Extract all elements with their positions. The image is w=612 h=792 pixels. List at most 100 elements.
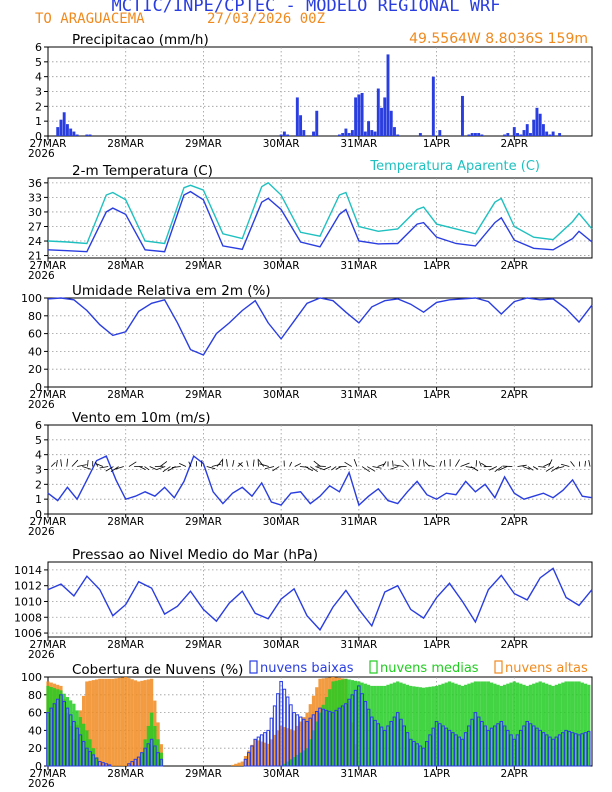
wind-xtick-label: 2APR xyxy=(501,516,529,528)
wind-ytick-label: 2 xyxy=(35,478,42,491)
cloud-bar-orange xyxy=(269,739,274,766)
cloud-bar-blue xyxy=(85,747,89,767)
cloud-bar-green xyxy=(308,739,312,766)
temp-xtick-label: 29MAR xyxy=(185,260,222,272)
precip-bar xyxy=(522,130,526,136)
cloud-bar-blue xyxy=(509,734,513,767)
precip-bar xyxy=(312,131,315,136)
cloud-bar-blue xyxy=(431,727,436,767)
cloud-legend-swatch xyxy=(249,660,258,674)
wind-vector xyxy=(99,466,109,469)
cloud-bar-green xyxy=(558,683,562,766)
wind-vector xyxy=(481,462,487,467)
temp-legend-apparent: Temperatura Aparente (C) xyxy=(369,159,540,174)
cloud-bar-blue xyxy=(415,743,419,767)
cloud-bar-orange xyxy=(117,677,121,766)
cloud-xtick-label: 28MAR xyxy=(107,768,144,780)
cloud-bar-orange xyxy=(292,730,296,766)
wind-vector xyxy=(289,461,293,467)
precip-ytick-label: 4 xyxy=(35,71,42,84)
cloud-bar-green xyxy=(574,681,578,766)
precip-bar xyxy=(525,124,529,136)
cloud-bar-green xyxy=(78,717,82,766)
cloud-bar-green xyxy=(405,684,410,766)
rh-series-line xyxy=(47,297,593,356)
cloud-bar-green xyxy=(311,730,316,766)
cloud-bar-blue xyxy=(350,694,355,767)
cloud-bar-green xyxy=(418,687,422,766)
cloud-bar-green xyxy=(519,683,523,766)
cloud-bar-green xyxy=(493,683,497,766)
cloud-bar-blue xyxy=(344,703,348,767)
wind-vector xyxy=(96,463,104,467)
wind-vector xyxy=(162,466,171,473)
temp-series-line xyxy=(47,181,593,245)
precip-bar xyxy=(386,54,390,136)
rh-xtick-label: 30MAR xyxy=(263,389,300,401)
temp-xtick-label: 2APR xyxy=(501,260,529,272)
wind-vector xyxy=(543,462,551,467)
precip-bar xyxy=(538,113,542,136)
cloud-bar-blue xyxy=(75,727,79,767)
wind-vector xyxy=(56,460,58,467)
cloud-bar-green xyxy=(72,703,76,766)
wind-vector xyxy=(522,466,531,470)
temp-year-label: 2026 xyxy=(28,270,55,282)
cloud-bar-green xyxy=(146,725,150,766)
cloud-bar-blue xyxy=(402,725,406,767)
cloud-bar-blue xyxy=(441,725,445,767)
cloud-bar-blue xyxy=(266,729,270,767)
cloud-bar-orange xyxy=(120,677,125,766)
precip-ytick-label: 2 xyxy=(35,100,42,113)
precip-bar xyxy=(393,127,396,136)
cloud-bar-green xyxy=(512,681,516,766)
precip-bar xyxy=(376,88,380,136)
cloud-bar-blue xyxy=(305,721,309,767)
wind-xtick-label: 1APR xyxy=(423,516,451,528)
cloud-bar-blue xyxy=(496,723,500,767)
wind-vector xyxy=(475,460,478,467)
rh-ytick-label: 20 xyxy=(28,363,42,376)
cloud-bar-blue xyxy=(363,700,368,767)
cloud-bar-orange xyxy=(279,725,283,766)
cloud-bar-green xyxy=(140,752,144,766)
cloud-bar-blue xyxy=(292,712,296,767)
wind-vector xyxy=(60,459,62,467)
cloud-bar-green xyxy=(415,686,419,766)
cloud-bar-orange xyxy=(260,741,264,766)
cloud-bar-green xyxy=(567,681,571,766)
wind-ytick-label: 5 xyxy=(35,434,42,447)
cloud-bar-green xyxy=(318,712,322,766)
wind-vector xyxy=(402,459,410,467)
precip-bar xyxy=(503,134,507,136)
cloud-bar-blue xyxy=(88,751,92,767)
cloud-bar-blue xyxy=(418,745,423,767)
temp-frame xyxy=(47,177,593,259)
wind-vector xyxy=(238,462,244,467)
cloud-bar-orange xyxy=(127,678,131,766)
cloud-bar-green xyxy=(509,682,513,766)
cloud-ytick-label: 80 xyxy=(28,689,42,702)
cloud-bar-green xyxy=(143,739,147,766)
cloud-bar-blue xyxy=(502,725,507,767)
cloud-bar-green xyxy=(438,684,442,766)
rh-xtick-label: 2APR xyxy=(501,389,529,401)
cloud-bar-blue xyxy=(65,707,70,767)
cloud-bar-green xyxy=(545,683,549,766)
cloud-xtick-label: 29MAR xyxy=(185,768,222,780)
wind-vector xyxy=(206,466,216,470)
cloud-bar-green xyxy=(347,679,351,766)
cloud-bar-blue xyxy=(104,763,109,767)
cloud-bar-blue xyxy=(567,731,572,767)
precip-bar xyxy=(516,133,519,136)
pres-ytick-label: 1006 xyxy=(14,627,42,640)
cloud-bar-orange xyxy=(146,679,150,766)
cloud-bar-blue xyxy=(101,762,105,767)
temp-ytick-label: 33 xyxy=(28,191,42,204)
cloud-bar-blue xyxy=(347,698,351,767)
wind-vector xyxy=(315,466,325,471)
cloud-bar-blue xyxy=(554,736,559,767)
wind-vector xyxy=(517,464,527,467)
rh-ytick-label: 100 xyxy=(21,292,42,305)
cloud-bar-blue xyxy=(382,729,387,767)
